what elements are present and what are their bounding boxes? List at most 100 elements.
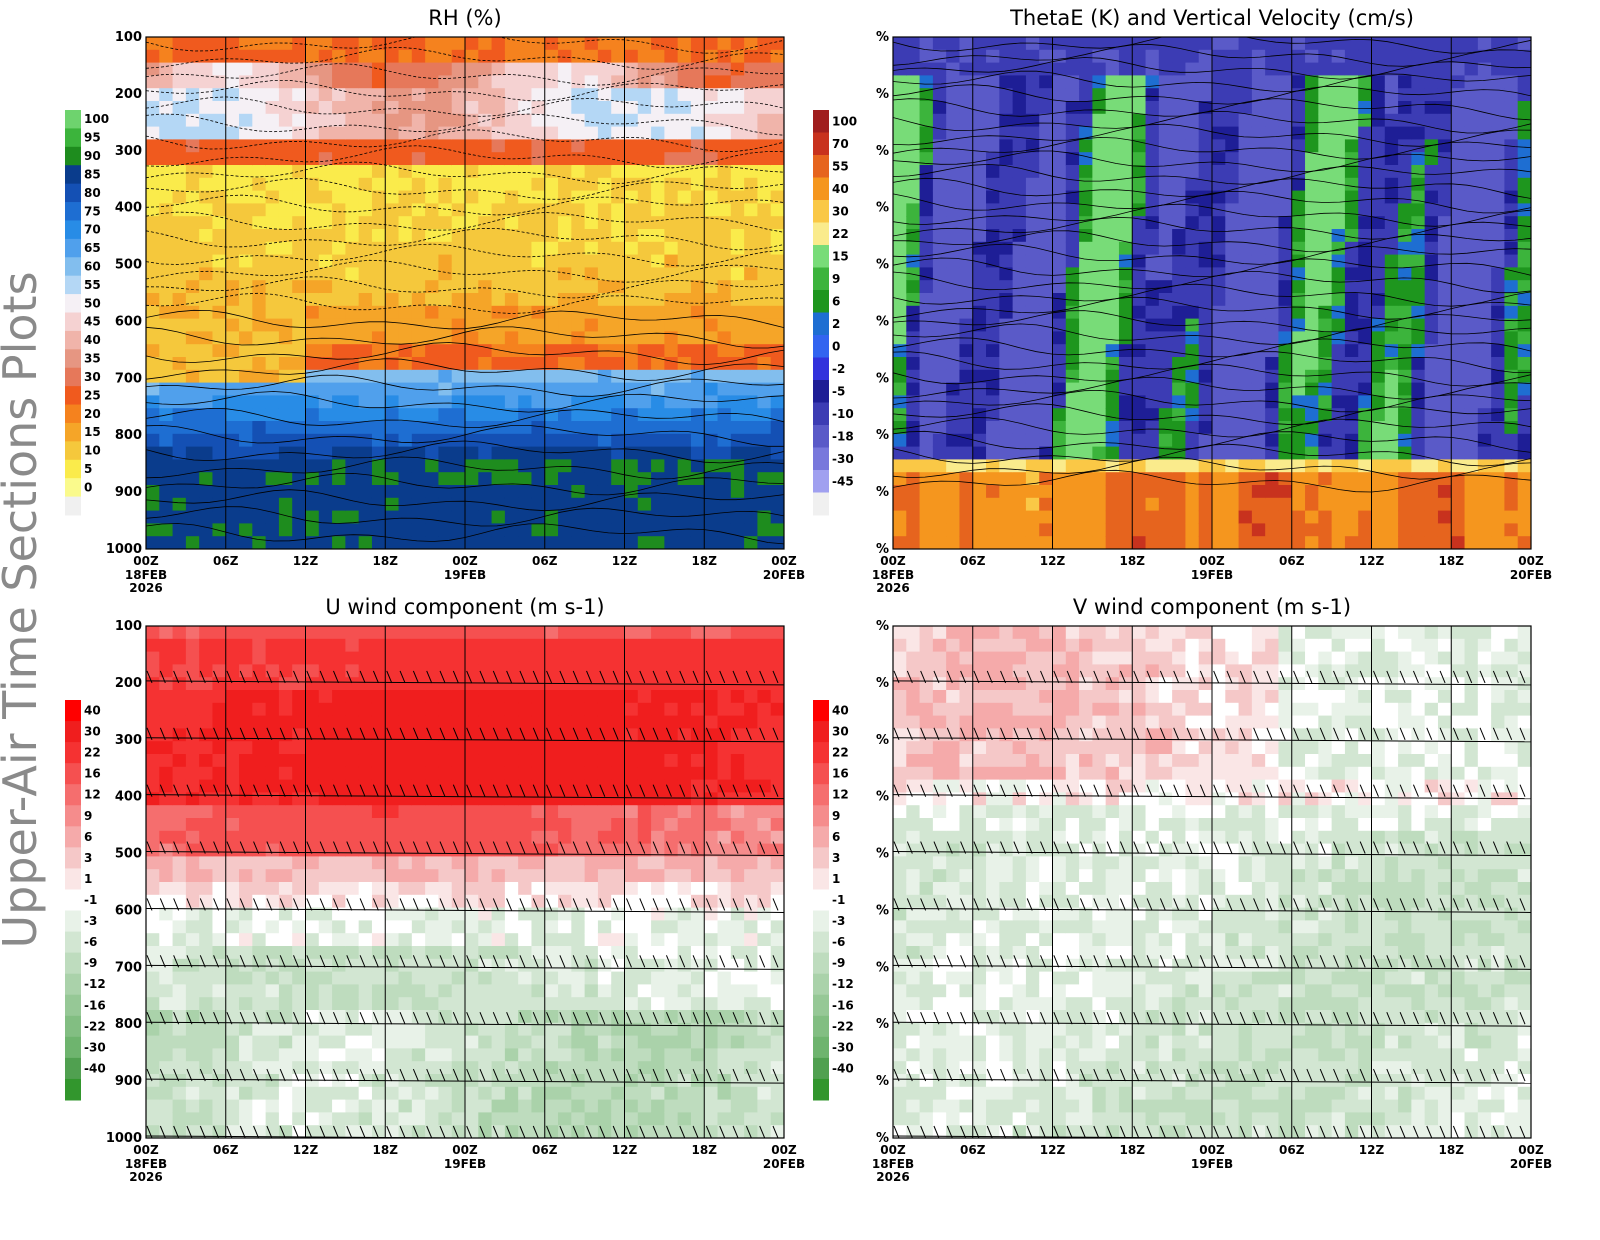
heatmap-cell [1252,114,1266,127]
heatmap-cell [625,88,639,101]
heatmap-cell [159,933,173,946]
heatmap-cell [146,255,160,268]
heatmap-cell [359,293,373,306]
heatmap-cell [279,1023,293,1036]
heatmap-cell [199,652,213,665]
heatmap-cell [531,459,545,472]
colorbar-swatch [65,441,81,460]
heatmap-cell [959,523,973,536]
heatmap-cell [1332,114,1346,127]
heatmap-cell [1252,536,1266,549]
heatmap-cell [1092,101,1106,114]
heatmap-cell [399,997,413,1010]
heatmap-cell [385,767,399,780]
heatmap-cell [518,267,532,280]
heatmap-cell [531,216,545,229]
heatmap-cell [252,75,266,88]
heatmap-cell [292,536,306,549]
heatmap-cell [425,75,439,88]
heatmap-cell [212,344,226,357]
heatmap-cell [372,844,386,857]
heatmap-cell [239,434,253,447]
heatmap-cell [946,523,960,536]
heatmap-cell [212,626,226,639]
heatmap-cell [1092,472,1106,485]
heatmap-cell [946,165,960,178]
heatmap-cell [438,703,452,716]
heatmap-cell [226,869,240,882]
heatmap-cell [146,677,160,690]
heatmap-cell [893,536,907,549]
heatmap-cell [1518,536,1532,549]
heatmap-cell [973,395,987,408]
x-date-label: 20FEB [1510,568,1552,582]
heatmap-cell [385,139,399,152]
heatmap-cell [1438,255,1452,268]
heatmap-cell [1039,383,1053,396]
heatmap-cell [226,139,240,152]
heatmap-cell [704,229,718,242]
heatmap-cell [385,293,399,306]
heatmap-cell [518,383,532,396]
heatmap-cell [186,421,200,434]
heatmap-cell [1425,139,1439,152]
heatmap-cell [385,485,399,498]
heatmap-cell [1106,383,1120,396]
colorbar-label: 0 [832,339,840,353]
heatmap-cell [212,319,226,332]
heatmap-cell [933,485,947,498]
heatmap-cell [946,216,960,229]
heatmap-cell [306,255,320,268]
heatmap-cell [372,1100,386,1113]
heatmap-cell [1345,216,1359,229]
heatmap-cell [385,88,399,101]
heatmap-cell [718,152,732,165]
heatmap-cell [438,178,452,191]
heatmap-cell [1478,306,1492,319]
heatmap-cell [186,37,200,50]
heatmap-cell [173,1023,187,1036]
heatmap-cell [704,344,718,357]
heatmap-cell [226,626,240,639]
heatmap-cell [1278,101,1292,114]
heatmap-cell [412,293,426,306]
heatmap-cell [585,472,599,485]
heatmap-cell [186,331,200,344]
heatmap-cell [1119,536,1133,549]
heatmap-cell [372,1023,386,1036]
heatmap-cell [372,895,386,908]
colorbar-swatch [65,202,81,221]
heatmap-cell [1092,395,1106,408]
heatmap-cell [1438,37,1452,50]
heatmap-cell [332,459,346,472]
heatmap-cell [959,498,973,511]
heatmap-cell [946,37,960,50]
heatmap-cell [1518,306,1532,319]
heatmap-cell [425,536,439,549]
heatmap-cell [611,459,625,472]
heatmap-cell [186,203,200,216]
heatmap-cell [651,306,665,319]
heatmap-cell [1518,434,1532,447]
heatmap-cell [1013,75,1027,88]
heatmap-cell [252,383,266,396]
heatmap-cell [279,626,293,639]
heatmap-cell [1292,383,1306,396]
heatmap-cell [239,997,253,1010]
heatmap-cell [478,523,492,536]
panel-u: U wind component (m s-1)1002003004005006… [65,595,805,1184]
heatmap-cell [412,114,426,127]
heatmap-cell [946,447,960,460]
heatmap-cell [452,191,466,204]
heatmap-cell [1092,447,1106,460]
heatmap-cell [638,114,652,127]
heatmap-cell [252,703,266,716]
heatmap-cell [372,267,386,280]
heatmap-cell [906,203,920,216]
heatmap-cell [1292,370,1306,383]
heatmap-cell [545,447,559,460]
heatmap-cell [252,306,266,319]
heatmap-cell [212,1010,226,1023]
heatmap-cell [1504,178,1518,191]
heatmap-cell [1106,242,1120,255]
